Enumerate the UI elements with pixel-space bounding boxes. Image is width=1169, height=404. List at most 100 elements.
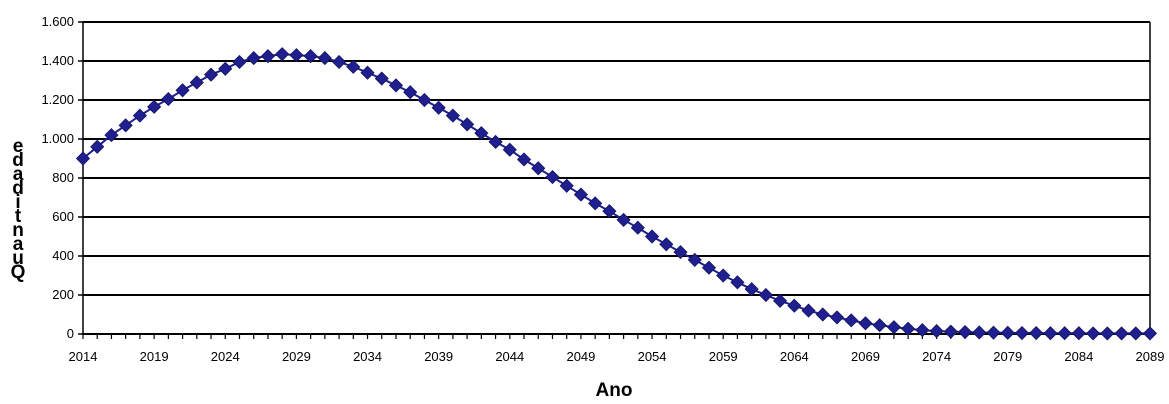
y-axis-ticks: 0 200 400 600 800 1.000 1.200 1.400 1.600 xyxy=(41,14,83,341)
data-point xyxy=(1029,325,1044,341)
x-tick-label: 2039 xyxy=(424,349,453,364)
data-point xyxy=(929,324,944,339)
data-point xyxy=(701,260,717,275)
data-point xyxy=(431,100,446,115)
x-tick-label: 2049 xyxy=(566,349,595,364)
data-point xyxy=(616,212,631,227)
x-tick-label: 2024 xyxy=(211,349,240,364)
data-point xyxy=(502,142,517,157)
data-point xyxy=(872,318,887,333)
y-axis-title-letter: d xyxy=(12,178,24,199)
y-axis-title-letter: d xyxy=(12,150,24,171)
data-point xyxy=(132,108,147,123)
x-tick-label: 2019 xyxy=(140,349,169,364)
x-tick-label: 2034 xyxy=(353,349,382,364)
data-point xyxy=(716,268,731,283)
data-point xyxy=(332,54,347,70)
x-tick-label: 2064 xyxy=(780,349,809,364)
data-point xyxy=(175,83,190,98)
data-point xyxy=(460,117,475,132)
data-point xyxy=(531,161,546,176)
data-point xyxy=(218,61,233,76)
data-point xyxy=(488,134,503,149)
data-point xyxy=(730,275,745,290)
data-point xyxy=(118,118,133,133)
x-tick-label: 2059 xyxy=(709,349,738,364)
data-point xyxy=(901,321,916,336)
series-line xyxy=(82,53,1150,335)
data-point xyxy=(1128,326,1143,341)
y-axis-title-letter: a xyxy=(13,234,24,255)
data-point xyxy=(787,298,802,313)
data-point xyxy=(559,178,574,193)
y-tick-label: 600 xyxy=(52,209,74,224)
data-point xyxy=(773,293,788,308)
x-tick-label: 2089 xyxy=(1136,349,1165,364)
y-tick-label: 0 xyxy=(67,326,74,341)
data-point xyxy=(1071,326,1086,341)
data-point xyxy=(289,48,304,63)
data-point xyxy=(758,287,773,303)
x-axis-title: Ano xyxy=(596,380,633,401)
data-point xyxy=(189,75,204,90)
x-tick-label: 2069 xyxy=(851,349,880,364)
y-tick-label: 1.200 xyxy=(41,92,74,107)
data-point xyxy=(915,323,930,338)
data-point xyxy=(1142,326,1158,341)
data-point xyxy=(360,65,375,80)
data-point xyxy=(986,325,1001,340)
data-point xyxy=(388,78,404,93)
data-point xyxy=(829,310,845,325)
y-axis-title-letter: e xyxy=(13,136,24,157)
x-tick-label: 2014 xyxy=(69,349,98,364)
data-point xyxy=(815,307,830,322)
data-point xyxy=(445,108,460,123)
data-point xyxy=(1043,326,1058,341)
data-point xyxy=(374,71,389,86)
data-point xyxy=(147,99,162,114)
y-tick-label: 800 xyxy=(52,170,74,185)
x-tick-label: 2029 xyxy=(282,349,311,364)
data-point xyxy=(573,187,588,202)
data-point xyxy=(545,169,560,185)
x-tick-label: 2079 xyxy=(993,349,1022,364)
data-point xyxy=(1086,326,1101,341)
x-axis-ticks: 2014 2019 2024 2029 2034 2039 2044 2049 2054 2059… xyxy=(69,334,1165,364)
data-point xyxy=(516,152,532,167)
y-tick-label: 1.000 xyxy=(41,131,74,146)
data-point xyxy=(104,128,119,143)
x-tick-label: 2074 xyxy=(922,349,951,364)
data-point xyxy=(1000,325,1015,340)
data-point xyxy=(659,237,674,252)
y-tick-label: 200 xyxy=(52,287,74,302)
data-point xyxy=(317,51,332,66)
data-point xyxy=(886,320,901,335)
data-point xyxy=(588,196,603,211)
data-point xyxy=(744,282,759,297)
data-point xyxy=(1114,326,1129,341)
data-point xyxy=(417,92,432,108)
y-tick-label: 1.400 xyxy=(41,53,74,68)
y-axis-title-letter: Q xyxy=(11,262,26,283)
data-point xyxy=(203,67,219,82)
data-point xyxy=(687,252,702,267)
y-axis-title-letter: n xyxy=(12,220,24,241)
y-axis-title-letter: t xyxy=(15,206,22,227)
data-point xyxy=(844,313,859,328)
data-point xyxy=(1100,326,1115,341)
y-axis-title-letter: u xyxy=(12,248,24,269)
data-point xyxy=(1057,326,1072,341)
data-point xyxy=(602,204,617,219)
x-tick-label: 2054 xyxy=(638,349,667,364)
x-tick-label: 2044 xyxy=(495,349,524,364)
data-point xyxy=(275,47,290,62)
series-quantidade xyxy=(75,47,1158,341)
data-point xyxy=(972,325,987,340)
data-point xyxy=(801,303,816,318)
grid-lines xyxy=(82,21,1151,335)
data-point xyxy=(957,324,973,340)
data-point xyxy=(474,126,489,141)
data-point xyxy=(943,324,958,339)
data-point xyxy=(232,54,247,70)
